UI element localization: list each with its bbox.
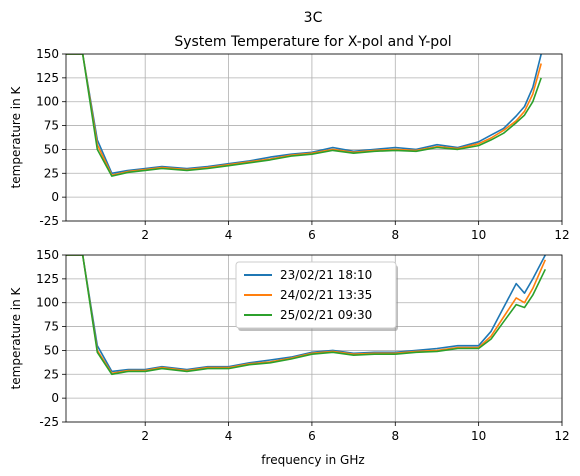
series-line-1 xyxy=(66,255,547,373)
y-tick-label: 25 xyxy=(44,367,59,381)
y-tick-label: 50 xyxy=(44,142,59,156)
legend-entry-label: 24/02/21 13:35 xyxy=(280,288,372,302)
plot-top: 2 4 6 8 10 12 -25 0 25 50 75 100 125 150 temperature i… xyxy=(9,47,570,242)
axes-frame xyxy=(65,53,563,222)
x-tick-label: 12 xyxy=(554,429,569,443)
series-line-3 xyxy=(66,255,547,376)
x-tick-label: 4 xyxy=(225,429,233,443)
y-tick-label: 100 xyxy=(36,95,59,109)
chart-subtitle: System Temperature for X-pol and Y-pol xyxy=(174,34,451,50)
y-tick-label: -25 xyxy=(39,214,59,228)
y-tick-label: 50 xyxy=(44,343,59,357)
y-tick-label: 0 xyxy=(51,190,59,204)
x-tick-label: 2 xyxy=(141,429,149,443)
y-tick-label: 75 xyxy=(44,119,59,133)
legend-box xyxy=(235,261,397,329)
x-tick-label: 10 xyxy=(471,228,486,242)
x-axis-label: frequency in GHz xyxy=(261,453,364,467)
legend: 23/02/21 18:10 24/02/21 13:35 25/02/21 09:… xyxy=(235,261,398,331)
series-line-2 xyxy=(66,54,542,176)
x-tick-label: 10 xyxy=(471,429,486,443)
series-line-1 xyxy=(66,54,542,175)
y-tick-label: -25 xyxy=(39,415,59,429)
y-tick-label: 100 xyxy=(36,296,59,310)
y-tick-label: 0 xyxy=(51,391,59,405)
y-tick-label: 75 xyxy=(44,320,59,334)
y-tick-label: 125 xyxy=(36,71,59,85)
y-tick-label: 150 xyxy=(36,248,59,262)
x-tick-label: 8 xyxy=(391,429,399,443)
y-axis-label: temperature in K xyxy=(9,286,23,389)
chart-title: 3C xyxy=(304,10,323,26)
x-tick-label: 6 xyxy=(308,228,316,242)
series-line-3 xyxy=(66,54,542,177)
axes-frame xyxy=(65,254,563,423)
x-tick-label: 6 xyxy=(308,429,316,443)
legend-entry-label: 23/02/21 18:10 xyxy=(280,268,372,282)
y-axis-label: temperature in K xyxy=(9,85,23,188)
y-tick-label: 125 xyxy=(36,272,59,286)
y-tick-label: 25 xyxy=(44,166,59,180)
series-group xyxy=(66,255,547,376)
x-tick-label: 8 xyxy=(391,228,399,242)
series-line-2 xyxy=(66,255,547,375)
legend-entry-label: 25/02/21 09:30 xyxy=(280,308,372,322)
x-tick-label: 2 xyxy=(141,228,149,242)
series-group xyxy=(66,54,542,177)
y-tick-label: 150 xyxy=(36,47,59,61)
x-tick-label: 4 xyxy=(225,228,233,242)
x-tick-label: 12 xyxy=(554,228,569,242)
